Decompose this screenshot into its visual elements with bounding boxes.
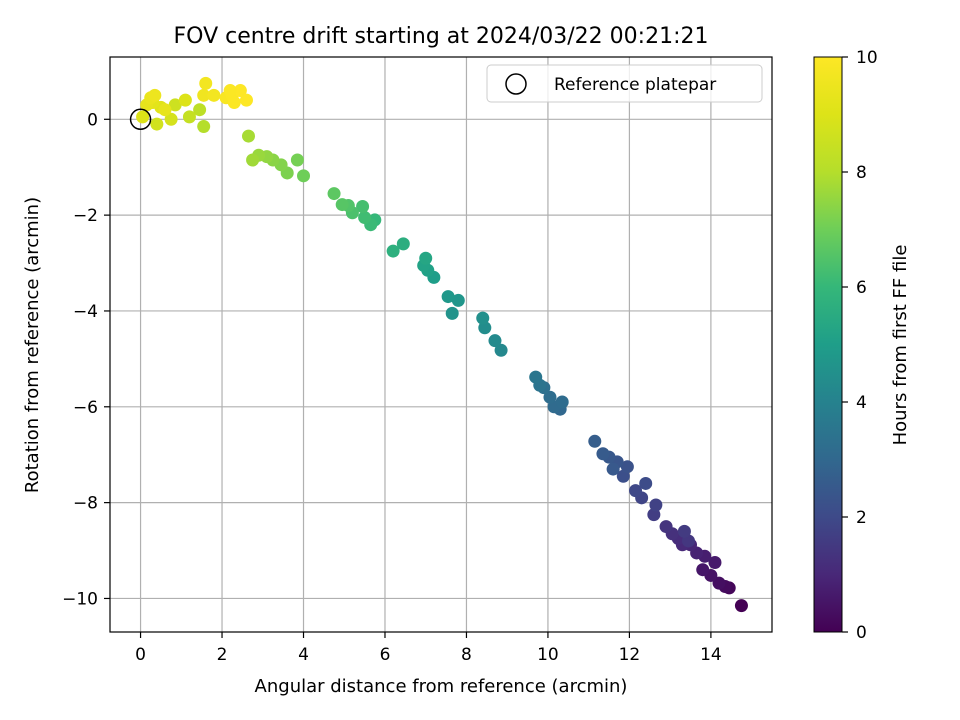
data-point <box>419 251 433 265</box>
x-tick-label: 4 <box>298 645 309 665</box>
data-points <box>136 76 748 613</box>
colorbar-ticks: 0 2 4 6 8 10 <box>842 48 878 643</box>
data-point <box>708 556 722 570</box>
data-point <box>555 395 569 409</box>
reference-point-marker <box>129 108 152 131</box>
legend-box <box>486 64 763 103</box>
data-point <box>136 110 150 124</box>
data-point <box>356 200 370 213</box>
data-point <box>386 244 400 258</box>
data-point <box>207 88 221 102</box>
data-point <box>223 84 237 98</box>
data-point <box>494 343 508 357</box>
y-tick-label: 0 <box>87 110 98 130</box>
y-tick-label: −4 <box>73 302 98 322</box>
y-tick-label: −8 <box>73 494 98 514</box>
data-point <box>233 84 247 98</box>
colorbar <box>813 56 843 633</box>
x-tick-label: 10 <box>537 645 559 665</box>
data-point <box>150 117 164 131</box>
data-point <box>529 370 543 384</box>
data-point <box>696 563 710 577</box>
data-point <box>588 434 602 448</box>
plot-area-frame <box>109 56 773 633</box>
colorbar-tick-label: 10 <box>856 48 878 68</box>
x-tick-label: 2 <box>217 645 228 665</box>
data-point <box>297 169 311 183</box>
x-tick-label: 0 <box>135 645 146 665</box>
data-point <box>445 306 459 320</box>
data-point <box>476 311 490 325</box>
data-point <box>335 198 349 212</box>
data-point <box>543 390 557 404</box>
legend-open-circle-marker <box>505 73 527 95</box>
data-point <box>649 498 663 512</box>
data-point <box>242 129 256 143</box>
data-point <box>396 237 410 251</box>
data-point <box>148 88 162 102</box>
data-point <box>596 447 610 461</box>
legend-entry-reference-platepar: Reference platepar <box>554 75 716 95</box>
y-tick-label: −10 <box>62 589 98 609</box>
data-point <box>197 119 211 133</box>
legend: Reference platepar <box>486 64 763 103</box>
data-point <box>168 98 182 112</box>
data-point <box>734 599 748 613</box>
x-tick-label: 8 <box>461 645 472 665</box>
data-point <box>290 153 304 167</box>
x-axis-label: Angular distance from reference (arcmin) <box>255 676 628 697</box>
data-point <box>639 476 653 490</box>
chart-title: FOV centre drift starting at 2024/03/22 … <box>174 24 709 49</box>
data-point <box>712 576 726 590</box>
colorbar-tick-label: 4 <box>856 393 867 413</box>
data-point <box>164 112 178 126</box>
y-tick-label: −2 <box>73 206 98 226</box>
y-axis-label: Rotation from reference (arcmin) <box>22 197 43 493</box>
colorbar-label: Hours from first FF file <box>890 245 911 446</box>
data-point <box>193 103 207 117</box>
x-axis-ticks: 0 2 4 6 8 10 12 14 <box>135 632 722 665</box>
data-point <box>451 293 465 307</box>
colorbar-tick-label: 8 <box>856 163 867 183</box>
data-point <box>227 96 241 110</box>
data-point <box>178 93 192 107</box>
data-point <box>246 153 260 167</box>
data-point <box>182 110 196 124</box>
colorbar-tick-label: 0 <box>856 623 867 643</box>
data-point <box>677 524 691 538</box>
y-tick-label: −6 <box>73 398 98 418</box>
y-axis-ticks: 0 −2 −4 −6 −8 −10 <box>62 110 110 609</box>
data-point <box>197 88 211 102</box>
grid-lines <box>110 57 772 632</box>
data-point <box>327 187 341 201</box>
reference-point-circle <box>129 108 152 131</box>
data-point <box>606 462 620 476</box>
data-point <box>488 334 502 348</box>
data-point <box>620 460 634 474</box>
x-tick-label: 14 <box>700 645 722 665</box>
data-point <box>358 211 372 225</box>
data-point <box>239 93 253 107</box>
x-tick-label: 6 <box>380 645 391 665</box>
data-point <box>659 520 673 534</box>
colorbar-tick-label: 2 <box>856 508 867 528</box>
data-point <box>158 103 172 117</box>
data-point <box>199 76 213 90</box>
data-point <box>441 290 455 304</box>
x-tick-label: 12 <box>619 645 641 665</box>
data-point <box>629 484 643 498</box>
colorbar-tick-label: 6 <box>856 278 867 298</box>
